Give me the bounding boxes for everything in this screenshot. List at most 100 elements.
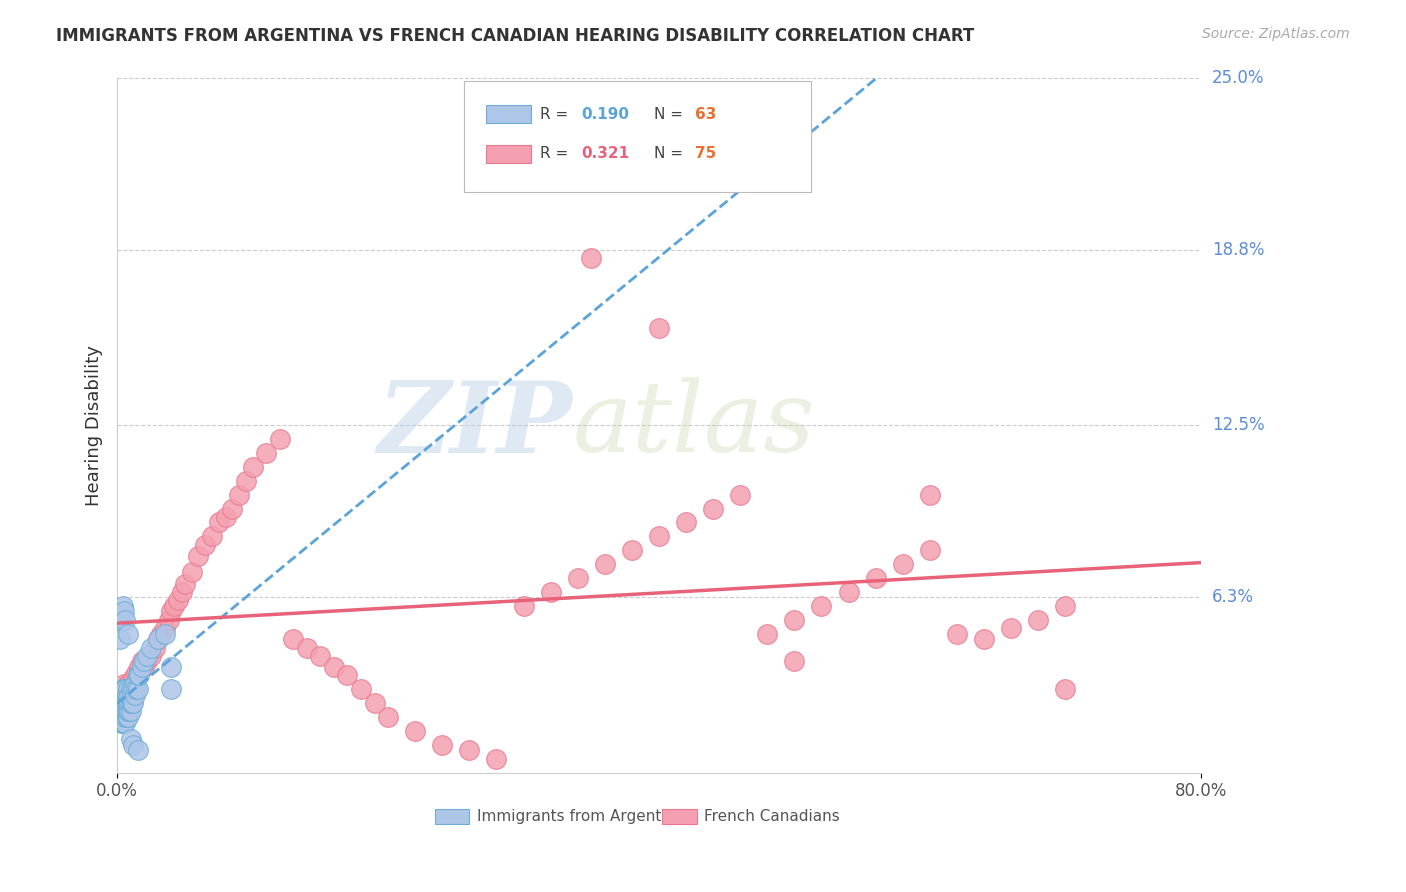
Point — [112, 715, 135, 730]
Text: Source: ZipAtlas.com: Source: ZipAtlas.com — [1202, 27, 1350, 41]
Point — [581, 252, 603, 266]
Point — [117, 710, 139, 724]
Point — [146, 632, 169, 647]
Point — [124, 676, 146, 690]
Text: 75: 75 — [695, 146, 716, 161]
Point — [180, 566, 202, 580]
Point — [269, 432, 291, 446]
Point — [136, 655, 159, 669]
Point — [108, 710, 131, 724]
Point — [160, 682, 183, 697]
Point — [235, 474, 257, 488]
Point — [208, 516, 231, 530]
Point — [153, 626, 176, 640]
Point — [174, 576, 197, 591]
Text: N =: N = — [654, 146, 688, 161]
Point — [540, 585, 562, 599]
Point — [114, 710, 136, 724]
Point — [112, 696, 135, 710]
Point — [122, 696, 145, 710]
Point — [593, 557, 616, 571]
Point — [163, 599, 186, 613]
FancyBboxPatch shape — [434, 809, 470, 824]
Point — [242, 459, 264, 474]
Point — [121, 688, 143, 702]
Point — [485, 752, 508, 766]
Point — [118, 696, 141, 710]
Point — [143, 640, 166, 655]
Point — [134, 655, 156, 669]
Point — [110, 696, 132, 710]
Point — [108, 632, 131, 647]
Point — [122, 682, 145, 697]
FancyBboxPatch shape — [485, 145, 531, 163]
Point — [567, 571, 589, 585]
Point — [112, 705, 135, 719]
Text: 25.0%: 25.0% — [1212, 69, 1264, 87]
Point — [115, 705, 138, 719]
Point — [194, 538, 217, 552]
Point — [128, 668, 150, 682]
Text: ZIP: ZIP — [377, 376, 572, 474]
Point — [110, 613, 132, 627]
Point — [118, 682, 141, 697]
Text: 63: 63 — [695, 107, 716, 122]
Text: Immigrants from Argentina: Immigrants from Argentina — [477, 809, 685, 824]
Point — [254, 446, 277, 460]
Point — [295, 640, 318, 655]
Point — [134, 660, 156, 674]
Point — [110, 710, 132, 724]
Point — [117, 705, 139, 719]
Point — [117, 682, 139, 697]
Point — [153, 621, 176, 635]
Text: 12.5%: 12.5% — [1212, 416, 1264, 434]
Text: 6.3%: 6.3% — [1212, 589, 1254, 607]
Point — [512, 599, 534, 613]
Point — [810, 599, 832, 613]
Point — [110, 715, 132, 730]
Point — [350, 682, 373, 697]
Text: atlas: atlas — [572, 377, 815, 473]
Point — [756, 626, 779, 640]
Point — [377, 710, 399, 724]
Point — [120, 732, 142, 747]
Point — [139, 640, 162, 655]
Point — [146, 632, 169, 647]
Text: 0.321: 0.321 — [581, 146, 628, 161]
Point — [124, 688, 146, 702]
Point — [1000, 621, 1022, 635]
Point — [110, 688, 132, 702]
Point — [167, 593, 190, 607]
Point — [112, 710, 135, 724]
Point — [783, 613, 806, 627]
Point — [309, 648, 332, 663]
Point — [918, 487, 941, 501]
Point — [120, 676, 142, 690]
Y-axis label: Hearing Disability: Hearing Disability — [86, 344, 103, 506]
Point — [221, 501, 243, 516]
Point — [973, 632, 995, 647]
Point — [122, 671, 145, 685]
Point — [110, 688, 132, 702]
Point — [112, 682, 135, 697]
Point — [115, 696, 138, 710]
Point — [648, 529, 671, 543]
Point — [122, 738, 145, 752]
Point — [115, 688, 138, 702]
Point — [117, 696, 139, 710]
Point — [214, 509, 236, 524]
Point — [127, 668, 149, 682]
Point — [1054, 682, 1077, 697]
Point — [648, 320, 671, 334]
Point — [111, 682, 134, 697]
Point — [918, 543, 941, 558]
Point — [121, 696, 143, 710]
Point — [891, 557, 914, 571]
FancyBboxPatch shape — [662, 809, 697, 824]
Point — [157, 613, 180, 627]
Point — [117, 626, 139, 640]
Point — [115, 710, 138, 724]
Point — [838, 585, 860, 599]
Point — [675, 516, 697, 530]
Point — [111, 599, 134, 613]
